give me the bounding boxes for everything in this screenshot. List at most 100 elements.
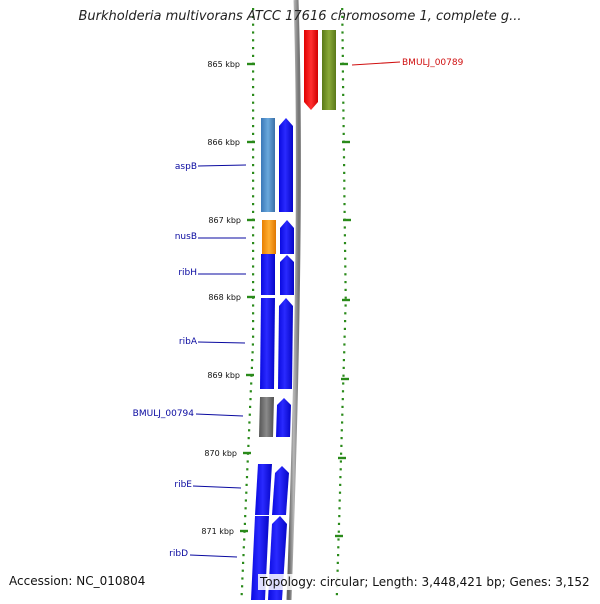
right-ruler-tick [343, 242, 347, 245]
right-ruler-tick [343, 179, 346, 182]
right-ruler-tick [342, 382, 345, 385]
gene-label-BMULJ_00794[interactable]: BMULJ_00794 [133, 409, 195, 419]
gene-label-ribD[interactable]: ribD [169, 549, 188, 559]
gene-label-BMULJ_00789[interactable]: BMULJ_00789 [402, 58, 464, 68]
left-ruler-tick [252, 31, 255, 34]
left-ruler-tick [252, 47, 255, 50]
right-ruler-tick [340, 429, 343, 432]
right-ruler-tick [344, 281, 347, 284]
gene-nusB-forward[interactable] [280, 220, 294, 254]
left-ruler-tick [252, 327, 255, 330]
gene-BMULJ_00789-forward[interactable] [304, 30, 318, 110]
gene-ribH-reverse[interactable] [261, 254, 275, 295]
right-ruler-tick [336, 561, 339, 564]
left-ruler-tick [252, 242, 255, 245]
left-ruler-tick [252, 164, 255, 167]
gene-ribA-reverse[interactable] [260, 298, 275, 389]
left-ruler-tick [242, 546, 245, 549]
right-ruler-tick [342, 109, 345, 112]
gene-label-ribE[interactable]: ribE [174, 480, 192, 490]
left-ruler-tick [252, 195, 255, 198]
right-ruler-tick [341, 421, 344, 424]
gene-ribH-forward[interactable] [280, 255, 294, 295]
left-ruler-tick [251, 359, 254, 362]
left-ruler-tick [250, 366, 253, 369]
right-ruler-tick [344, 320, 347, 323]
topology-text: Topology: circular; Length: 3,448,421 bp… [258, 574, 592, 590]
right-ruler-tick [337, 530, 340, 533]
scale-label-869: 869 kbp [207, 371, 240, 380]
gene-BMULJ_00794-forward[interactable] [276, 398, 291, 437]
left-ruler-tick [252, 203, 255, 206]
left-ruler-tick [252, 78, 255, 81]
left-ruler-tick [252, 320, 255, 323]
scale-label-868: 868 kbp [208, 293, 241, 302]
gene-label-ribH[interactable]: ribH [178, 268, 197, 278]
right-ruler-tick [341, 398, 344, 401]
gene-BMULJ_00789-olive[interactable] [322, 30, 336, 110]
right-ruler-tick [342, 125, 345, 128]
scale-labels: 865 kbp 866 kbp 867 kbp 868 kbp 869 kbp … [201, 60, 241, 536]
left-ruler-tick [243, 522, 246, 525]
right-ruler-tick [338, 515, 341, 518]
left-ruler-tick [252, 234, 255, 237]
right-ruler-tick [341, 54, 344, 57]
left-scale-ruler [240, 8, 255, 596]
gene-ribE-reverse[interactable] [255, 464, 272, 515]
right-ruler-tick [339, 468, 342, 471]
right-ruler-tick [343, 164, 346, 167]
right-ruler-tick [341, 23, 344, 26]
gene-nusB-reverse[interactable] [262, 220, 276, 254]
left-ruler-tick [252, 101, 255, 104]
gene-BMULJ_00794-reverse[interactable] [259, 397, 274, 437]
left-ruler-tick [252, 179, 255, 182]
left-ruler-tick [246, 468, 249, 471]
left-ruler-tick [252, 226, 255, 229]
gene-label-nusB[interactable]: nusB [175, 232, 197, 242]
right-ruler-tick [338, 491, 342, 494]
right-ruler-tick [344, 273, 347, 276]
right-ruler-tick [340, 437, 343, 440]
right-ruler-tick [342, 86, 345, 89]
right-ruler-tick [341, 47, 344, 50]
left-ruler-tick [249, 405, 252, 408]
right-ruler-tick [344, 304, 347, 307]
gene-label-ribA[interactable]: ribA [179, 337, 198, 347]
scale-label-866: 866 kbp [207, 138, 240, 147]
left-ruler-tick [252, 70, 255, 73]
major-ticks [240, 62, 351, 538]
right-ruler-tick [343, 195, 346, 198]
left-ruler-tick [244, 499, 247, 502]
left-ruler-tick [252, 288, 255, 291]
left-ruler-tick [246, 460, 249, 463]
gene-label-aspB[interactable]: aspB [175, 162, 197, 172]
right-ruler-tick [343, 343, 346, 346]
left-ruler-tick [249, 398, 252, 401]
gene-aspB-forward[interactable] [279, 118, 293, 212]
right-ruler-tick [338, 499, 341, 502]
right-ruler-tick [342, 148, 345, 151]
left-ruler-tick [252, 335, 255, 338]
scale-label-865: 865 kbp [207, 60, 240, 69]
left-ruler-tick [251, 343, 254, 346]
right-ruler-tick [341, 413, 344, 416]
right-ruler-tick [342, 132, 345, 135]
left-ruler-tick [252, 132, 255, 135]
gene-ribE-forward[interactable] [272, 466, 289, 515]
left-ruler-tick [252, 304, 255, 307]
right-ruler-tick [344, 257, 347, 260]
gene-labels: BMULJ_00789 aspB nusB ribH ribA BMULJ_00… [133, 58, 464, 559]
right-ruler-tick [343, 203, 346, 206]
right-ruler-tick [337, 554, 340, 557]
left-ruler-tick [252, 93, 255, 96]
left-ruler-tick [252, 171, 255, 174]
left-ruler-tick [252, 281, 255, 284]
right-ruler-tick [342, 156, 346, 159]
right-ruler-tick [341, 39, 344, 42]
left-ruler-tick [250, 382, 253, 385]
right-ruler-tick [341, 8, 344, 11]
gene-ribA-forward[interactable] [278, 298, 293, 389]
reverse-strand-track [251, 118, 276, 600]
gene-aspB-reverse[interactable] [261, 118, 275, 212]
